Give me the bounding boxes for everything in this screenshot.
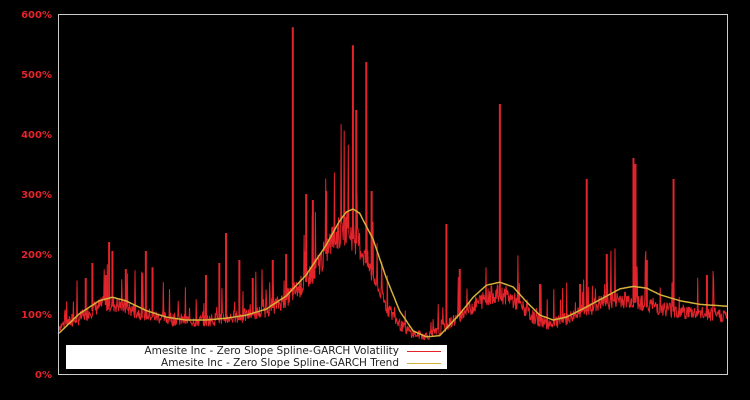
plot-area — [58, 27, 728, 341]
volatility-line — [58, 124, 728, 341]
y-tick-label: 200% — [21, 250, 52, 261]
y-axis-ticks: 0% 100% 200% 300% 400% 500% 600% — [21, 10, 52, 381]
legend-item-trend: Amesite Inc - Zero Slope Spline-GARCH Tr… — [161, 357, 441, 369]
y-tick-label: 400% — [21, 130, 52, 141]
y-tick-label: 0% — [35, 370, 52, 381]
trend-line — [58, 208, 728, 338]
y-tick-label: 300% — [21, 190, 52, 201]
chart-legend: Amesite Inc - Zero Slope Spline-GARCH Vo… — [66, 345, 447, 369]
y-tick-label: 500% — [21, 70, 52, 81]
legend-swatch-trend — [407, 362, 441, 364]
y-tick-label: 100% — [21, 310, 52, 321]
legend-label-trend: Amesite Inc - Zero Slope Spline-GARCH Tr… — [161, 357, 399, 369]
plot-frame — [58, 14, 728, 375]
legend-label-volatility: Amesite Inc - Zero Slope Spline-GARCH Vo… — [144, 345, 399, 357]
legend-item-volatility: Amesite Inc - Zero Slope Spline-GARCH Vo… — [144, 345, 441, 357]
y-tick-label: 600% — [21, 10, 52, 21]
legend-swatch-volatility — [407, 350, 441, 352]
